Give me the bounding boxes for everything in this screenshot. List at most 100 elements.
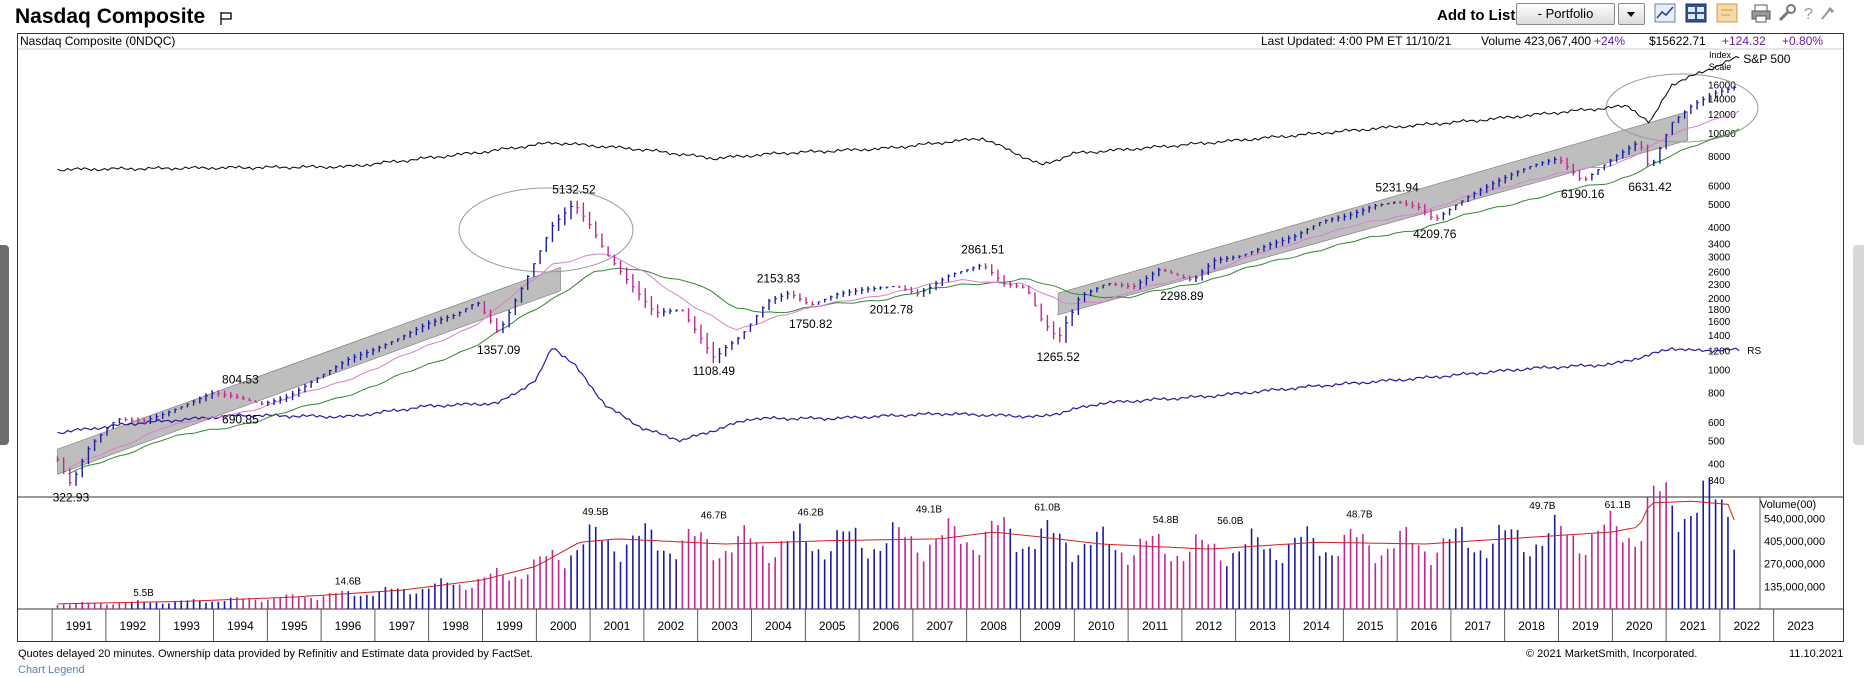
x-tick-label: 2007 bbox=[926, 619, 953, 633]
y-tick-label: 10000 bbox=[1708, 129, 1736, 140]
y-tick-label: 16000 bbox=[1708, 81, 1736, 92]
x-tick-label: 2022 bbox=[1733, 619, 1760, 633]
volume-value: Volume 423,067,400 bbox=[1481, 34, 1592, 48]
x-tick-label: 2015 bbox=[1357, 619, 1384, 633]
x-tick-label: 2014 bbox=[1303, 619, 1330, 633]
y-tick-label: 800 bbox=[1708, 388, 1725, 399]
volume-annotation: 5.5B bbox=[133, 588, 154, 599]
x-tick-label: 2013 bbox=[1249, 619, 1276, 633]
chart-legend-link[interactable]: Chart Legend bbox=[18, 664, 85, 676]
y-tick-label: 14000 bbox=[1708, 94, 1736, 105]
volume-annotation: 49.7B bbox=[1529, 501, 1555, 512]
page-title: Nasdaq Composite bbox=[15, 5, 206, 28]
volume-annotation: 61.1B bbox=[1605, 500, 1631, 511]
y-tick-label: 2300 bbox=[1708, 280, 1731, 291]
volume-axis-title: Volume(00) bbox=[1760, 499, 1816, 511]
x-tick-label: 1992 bbox=[119, 619, 146, 633]
volume-tick-label: 270,000,000 bbox=[1764, 559, 1825, 571]
left-panel-toggle[interactable] bbox=[0, 245, 9, 445]
y-tick-label: 1600 bbox=[1708, 317, 1731, 328]
flag-icon[interactable] bbox=[218, 10, 234, 26]
portfolio-dropdown-button[interactable] bbox=[1618, 3, 1645, 25]
y-tick-label: 5000 bbox=[1708, 200, 1731, 211]
price-annotation: 6631.42 bbox=[1628, 180, 1672, 194]
x-tick-label: 2009 bbox=[1034, 619, 1061, 633]
y-axis-title-scale: Scale bbox=[1709, 62, 1732, 72]
moving-average-short-line bbox=[67, 110, 1740, 469]
y-tick-label: 600 bbox=[1708, 418, 1725, 429]
x-tick-label: 1997 bbox=[388, 619, 415, 633]
price-annotation: 690.85 bbox=[222, 412, 259, 426]
y-tick-label: 1800 bbox=[1708, 305, 1731, 316]
help-icon[interactable]: ? bbox=[1801, 3, 1823, 23]
chart-style-icon[interactable] bbox=[1654, 3, 1676, 23]
volume-average-line bbox=[57, 500, 1735, 605]
more-icon[interactable] bbox=[1818, 3, 1840, 23]
trend-channel-2 bbox=[1057, 111, 1688, 316]
x-tick-label: 2005 bbox=[819, 619, 846, 633]
x-tick-label: 1995 bbox=[281, 619, 308, 633]
y-tick-label: 12000 bbox=[1708, 110, 1736, 121]
x-tick-label: 1991 bbox=[66, 619, 93, 633]
x-tick-label: 2020 bbox=[1626, 619, 1653, 633]
price-change: +124.32 bbox=[1722, 34, 1766, 48]
volume-annotation: 14.6B bbox=[335, 577, 361, 588]
rs-label: RS bbox=[1747, 346, 1761, 357]
x-tick-label: 1994 bbox=[227, 619, 254, 633]
chart-frame bbox=[17, 33, 1844, 642]
price-annotation: 2861.51 bbox=[961, 242, 1005, 256]
x-tick-label: 2004 bbox=[765, 619, 792, 633]
y-tick-label: 2600 bbox=[1708, 267, 1731, 278]
y-tick-label: 1000 bbox=[1708, 365, 1731, 376]
x-tick-label: 2002 bbox=[657, 619, 684, 633]
x-tick-label: 2017 bbox=[1464, 619, 1491, 633]
portfolio-select[interactable]: - Portfolio bbox=[1516, 3, 1615, 25]
volume-annotation: 61.0B bbox=[1034, 503, 1060, 514]
price-annotation: 804.53 bbox=[222, 373, 259, 387]
highlight-ellipse-2000 bbox=[458, 187, 634, 273]
header-bar: Nasdaq Composite Add to List: - Portfoli… bbox=[0, 0, 1864, 34]
price-annotation: 1357.09 bbox=[477, 343, 521, 357]
x-tick-label: 2001 bbox=[604, 619, 631, 633]
add-to-list-label: Add to List: bbox=[1437, 7, 1521, 24]
y-tick-label: 500 bbox=[1708, 437, 1725, 448]
y-tick-label: 8000 bbox=[1708, 152, 1731, 163]
print-icon[interactable] bbox=[1750, 3, 1772, 23]
x-tick-label: 2016 bbox=[1411, 619, 1438, 633]
layout-icon[interactable] bbox=[1685, 3, 1707, 23]
x-tick-label: 2000 bbox=[550, 619, 577, 633]
y-tick-label: 1400 bbox=[1708, 331, 1731, 342]
volume-annotation: 54.8B bbox=[1153, 515, 1179, 526]
y-tick-label: 4000 bbox=[1708, 223, 1731, 234]
price-annotation: 2012.78 bbox=[870, 303, 914, 317]
volume-annotation: 49.1B bbox=[916, 504, 942, 515]
volume-bars bbox=[56, 478, 1735, 609]
x-tick-label: 2023 bbox=[1787, 619, 1814, 633]
y-axis-title-index: Index bbox=[1709, 50, 1732, 60]
trend-channel-1 bbox=[57, 266, 561, 475]
moving-average-long-line bbox=[67, 128, 1740, 475]
copyright-text: © 2021 MarketSmith, Incorporated. bbox=[1526, 648, 1698, 660]
y-tick-label: 3400 bbox=[1708, 240, 1731, 251]
price-annotation: 2153.83 bbox=[757, 272, 801, 286]
volume-annotation: 46.2B bbox=[798, 507, 824, 518]
chevron-down-icon bbox=[1627, 12, 1635, 17]
tools-icon[interactable] bbox=[1776, 3, 1798, 23]
y-tick-label: 400 bbox=[1708, 459, 1725, 470]
sp500-line bbox=[57, 56, 1740, 172]
price-annotation: 1265.52 bbox=[1036, 350, 1080, 364]
price-annotation: 6190.16 bbox=[1561, 187, 1605, 201]
x-tick-label: 2012 bbox=[1195, 619, 1222, 633]
price-annotation: 322.93 bbox=[53, 490, 90, 504]
note-icon[interactable] bbox=[1716, 3, 1738, 23]
x-tick-label: 1998 bbox=[442, 619, 469, 633]
y-tick-label: 340 bbox=[1708, 476, 1725, 487]
right-panel-toggle[interactable] bbox=[1853, 245, 1864, 445]
price-change-pct: +0.80% bbox=[1782, 34, 1824, 48]
x-tick-label: 1993 bbox=[173, 619, 200, 633]
x-tick-label: 2018 bbox=[1518, 619, 1545, 633]
y-tick-label: 2000 bbox=[1708, 294, 1731, 305]
x-tick-label: 2010 bbox=[1088, 619, 1115, 633]
price-annotation: 1108.49 bbox=[693, 364, 736, 378]
